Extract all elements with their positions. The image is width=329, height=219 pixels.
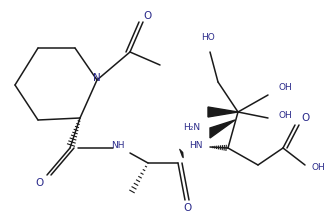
Text: OH: OH — [278, 83, 292, 92]
Text: O: O — [144, 11, 152, 21]
Text: OH: OH — [311, 164, 325, 173]
Polygon shape — [210, 120, 235, 138]
Text: O: O — [36, 178, 44, 188]
Polygon shape — [208, 107, 238, 117]
Text: HN: HN — [189, 141, 203, 150]
Text: HO: HO — [201, 34, 215, 42]
Text: OH: OH — [278, 111, 292, 120]
Text: H₂N: H₂N — [184, 124, 201, 132]
Text: N: N — [93, 73, 101, 83]
Text: O: O — [184, 203, 192, 213]
Text: O: O — [302, 113, 310, 123]
Text: NH: NH — [111, 141, 125, 150]
